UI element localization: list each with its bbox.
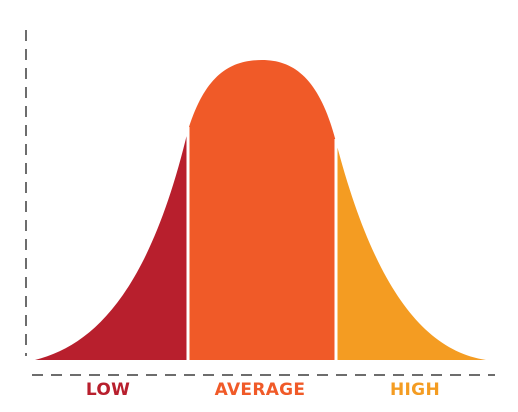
label-average: AVERAGE — [214, 380, 306, 400]
region-low — [35, 130, 188, 360]
label-low: LOW — [85, 380, 131, 400]
region-average — [188, 60, 336, 360]
label-high: HIGH — [390, 380, 440, 400]
region-high — [336, 142, 486, 360]
